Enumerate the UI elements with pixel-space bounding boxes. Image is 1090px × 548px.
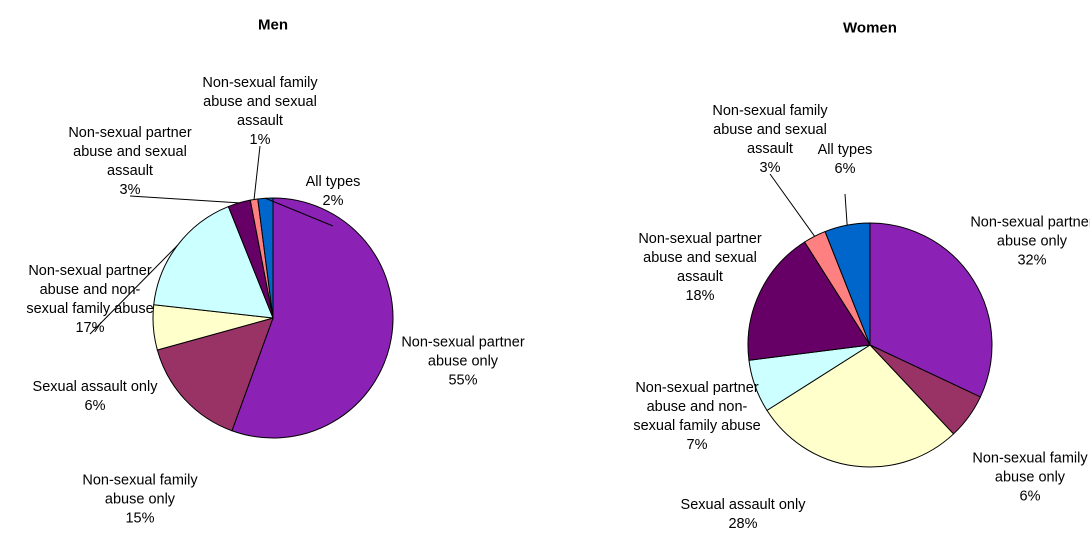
slice-label: Non-sexual partner abuse and sexual assa… — [65, 124, 195, 200]
pie-slice — [824, 222, 871, 346]
value-label: 18% — [685, 288, 715, 304]
slice-label: All types 2% — [268, 173, 398, 211]
value-label: 7% — [686, 437, 708, 453]
leader-line — [89, 244, 178, 335]
value-label: 32% — [1017, 252, 1047, 269]
slice-label: Non-sexual family abuse and sexual assau… — [195, 74, 325, 150]
slice-label: Non-sexual family abuse and sexual assau… — [705, 102, 835, 178]
slice-label: Non-sexual partner abuse only 55% — [398, 334, 528, 391]
pie-slice — [747, 241, 871, 361]
value-label: 55% — [448, 372, 478, 389]
pie-slice — [869, 222, 993, 398]
category-label: Non-sexual partner abuse and sexual assa… — [638, 231, 762, 285]
pie-slice — [257, 197, 274, 319]
leader-line — [769, 173, 816, 237]
category-label: Non-sexual partner abuse only — [970, 214, 1090, 250]
category-label: Non-sexual partner abuse and non-sexual … — [633, 380, 761, 434]
value-label: 3% — [119, 182, 141, 198]
slice-label: All types 6% — [780, 141, 910, 179]
value-label: 2% — [322, 193, 344, 209]
slice-label: Non-sexual partner abuse only 32% — [967, 214, 1090, 271]
category-label: Non-sexual family abuse only — [972, 450, 1088, 486]
value-label: 6% — [1019, 488, 1041, 505]
slice-label: Non-sexual family abuse only 15% — [75, 472, 205, 529]
value-label: 3% — [759, 160, 781, 176]
chart-title: Men — [258, 16, 288, 34]
slice-label: Non-sexual family abuse only 6% — [965, 450, 1090, 507]
category-label: All types — [305, 174, 361, 190]
value-label: 1% — [249, 132, 271, 148]
leader-line — [265, 197, 334, 227]
category-label: Non-sexual partner abuse only — [401, 334, 525, 370]
chart-title: Women — [843, 19, 897, 37]
category-label: Non-sexual family abuse only — [82, 472, 198, 508]
category-label: Non-sexual family abuse and sexual assau… — [712, 103, 828, 157]
slice-label: Sexual assault only 28% — [678, 496, 808, 534]
category-label: Sexual assault only — [32, 379, 158, 395]
leader-line — [253, 145, 261, 200]
value-label: 6% — [834, 161, 856, 177]
category-label: Non-sexual family abuse and sexual assau… — [202, 75, 318, 129]
value-label: 28% — [728, 516, 758, 532]
pie-slice — [766, 344, 955, 468]
slice-label: Sexual assault only 6% — [30, 378, 160, 416]
slice-label: Non-sexual partner abuse and non-sexual … — [25, 262, 155, 338]
slice-label: Non-sexual partner abuse and sexual assa… — [635, 230, 765, 306]
value-label: 17% — [75, 320, 105, 336]
slice-label: Non-sexual partner abuse and non-sexual … — [632, 379, 762, 455]
value-label: 6% — [84, 398, 106, 414]
leader-line — [844, 193, 848, 226]
category-label: Non-sexual partner abuse and sexual assa… — [68, 125, 192, 179]
category-label: Sexual assault only — [680, 497, 806, 513]
leader-line — [129, 195, 240, 204]
pie-slice — [231, 197, 394, 439]
category-label: All types — [817, 142, 873, 158]
value-label: 15% — [125, 510, 155, 527]
pie-slice — [156, 317, 274, 432]
pie-slice — [153, 205, 274, 319]
category-label: Non-sexual partner abuse and non-sexual … — [26, 263, 154, 317]
